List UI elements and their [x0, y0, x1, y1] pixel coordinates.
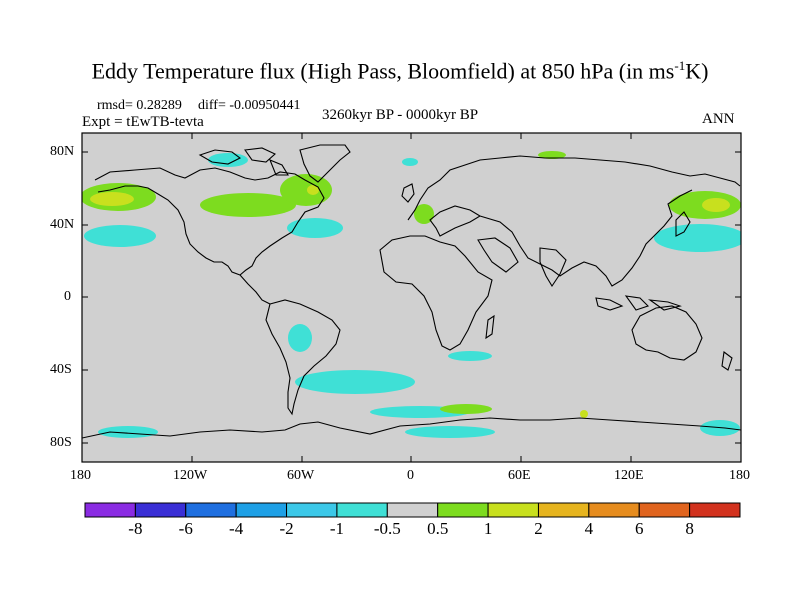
coast-antarctica	[82, 417, 741, 439]
colorbar-swatch	[588, 502, 640, 518]
colorbar-label: 8	[685, 519, 694, 538]
diff-stat: diff= -0.00950441	[198, 98, 301, 113]
colorbar-swatch	[286, 502, 338, 518]
colorbar-label: -8	[128, 519, 143, 538]
lat-tick-80s: 80S	[50, 435, 72, 450]
neg-field-antarctic-pacific	[98, 426, 158, 438]
colorbar-swatch	[185, 502, 237, 518]
pos-field-alaska-core	[90, 192, 134, 206]
coast-north-america	[94, 167, 325, 276]
lon-tick-60w: 60W	[287, 468, 315, 483]
coast-greenland	[299, 144, 351, 183]
lon-tick-0: 0	[407, 468, 414, 483]
lat-tick-0: 0	[64, 289, 71, 304]
coast-arabia	[477, 237, 519, 273]
neg-field-natlantic	[287, 218, 343, 238]
season-label: ANN	[702, 111, 735, 127]
coast-india	[539, 247, 567, 288]
lat-tick-80n: 80N	[50, 144, 75, 159]
colorbar-swatch	[689, 502, 741, 518]
neg-field-arctic	[208, 153, 248, 167]
pos-field-kamchatka-core	[702, 198, 730, 212]
colorbar-label: -6	[178, 519, 193, 538]
coast-madagascar	[485, 314, 495, 340]
pos-field-europe	[414, 204, 434, 224]
pos-field-antarctic-spot	[580, 410, 588, 418]
coast-eurasia	[407, 155, 741, 287]
coast-arctic-islands	[198, 147, 289, 176]
pos-field-southern-ocean	[440, 404, 492, 414]
colorbar-swatch	[386, 502, 439, 518]
axis-ticks	[82, 133, 741, 462]
lon-tick-120e: 120E	[614, 468, 644, 483]
rmsd-stat: rmsd= 0.28289	[97, 98, 182, 113]
lon-tick-180w: 180	[70, 468, 91, 483]
neg-field-npacific-west	[654, 224, 741, 252]
pos-field-siberia	[538, 151, 566, 159]
neg-field-south-america	[288, 324, 312, 352]
lat-tick-40s: 40S	[50, 362, 72, 377]
period-label: 3260kyr BP - 0000kyr BP	[322, 107, 479, 123]
neg-field-antarctic-atlantic	[405, 426, 495, 438]
anomaly-fields	[82, 151, 741, 438]
coastlines	[82, 144, 741, 439]
pos-field-labrador	[280, 174, 332, 206]
colorbar-label: 4	[584, 519, 594, 538]
colorbar-label: 1	[483, 519, 493, 538]
coast-new-zealand	[721, 351, 733, 371]
colorbar-swatch	[638, 502, 691, 518]
experiment-label: Expt = tEwTB-tevta	[82, 114, 204, 130]
coast-central-america	[239, 274, 271, 305]
lon-tick-60e: 60E	[508, 468, 531, 483]
colorbar-swatch	[134, 502, 187, 518]
pos-field-north-america	[200, 193, 296, 217]
colorbar-label: -1	[329, 519, 345, 538]
colorbar-swatch	[487, 502, 539, 518]
coast-british-isles	[401, 183, 415, 203]
coast-australia	[631, 305, 703, 361]
colorbar-swatch	[84, 502, 136, 518]
coast-south-america	[265, 299, 341, 416]
colorbar-swatch	[537, 502, 590, 518]
neg-field-npacific-east	[84, 225, 156, 247]
neg-field-sindian	[448, 351, 492, 361]
colorbar-label: 6	[634, 519, 644, 538]
colorbar-label: 0.5	[427, 519, 449, 538]
coast-africa	[379, 235, 493, 351]
pos-field-labrador-core	[307, 185, 319, 195]
colorbar-label: -4	[229, 519, 244, 538]
colorbar	[84, 502, 741, 518]
colorbar-label: 2	[534, 519, 543, 538]
neg-field-greenland-sea	[402, 158, 418, 166]
colorbar-label: -2	[279, 519, 294, 538]
coast-indonesia	[595, 295, 682, 311]
colorbar-swatch	[336, 502, 388, 518]
coast-japan	[675, 211, 691, 237]
lat-tick-40n: 40N	[50, 217, 75, 232]
colorbar-label: -0.5	[373, 519, 401, 538]
lon-tick-180e: 180	[729, 468, 750, 483]
colorbar-swatch	[235, 502, 288, 518]
chart-title: Eddy Temperature flux (High Pass, Bloomf…	[91, 58, 709, 84]
colorbar-swatch	[437, 502, 489, 518]
lon-tick-120w: 120W	[173, 468, 208, 483]
neg-field-satlantic	[295, 370, 415, 394]
